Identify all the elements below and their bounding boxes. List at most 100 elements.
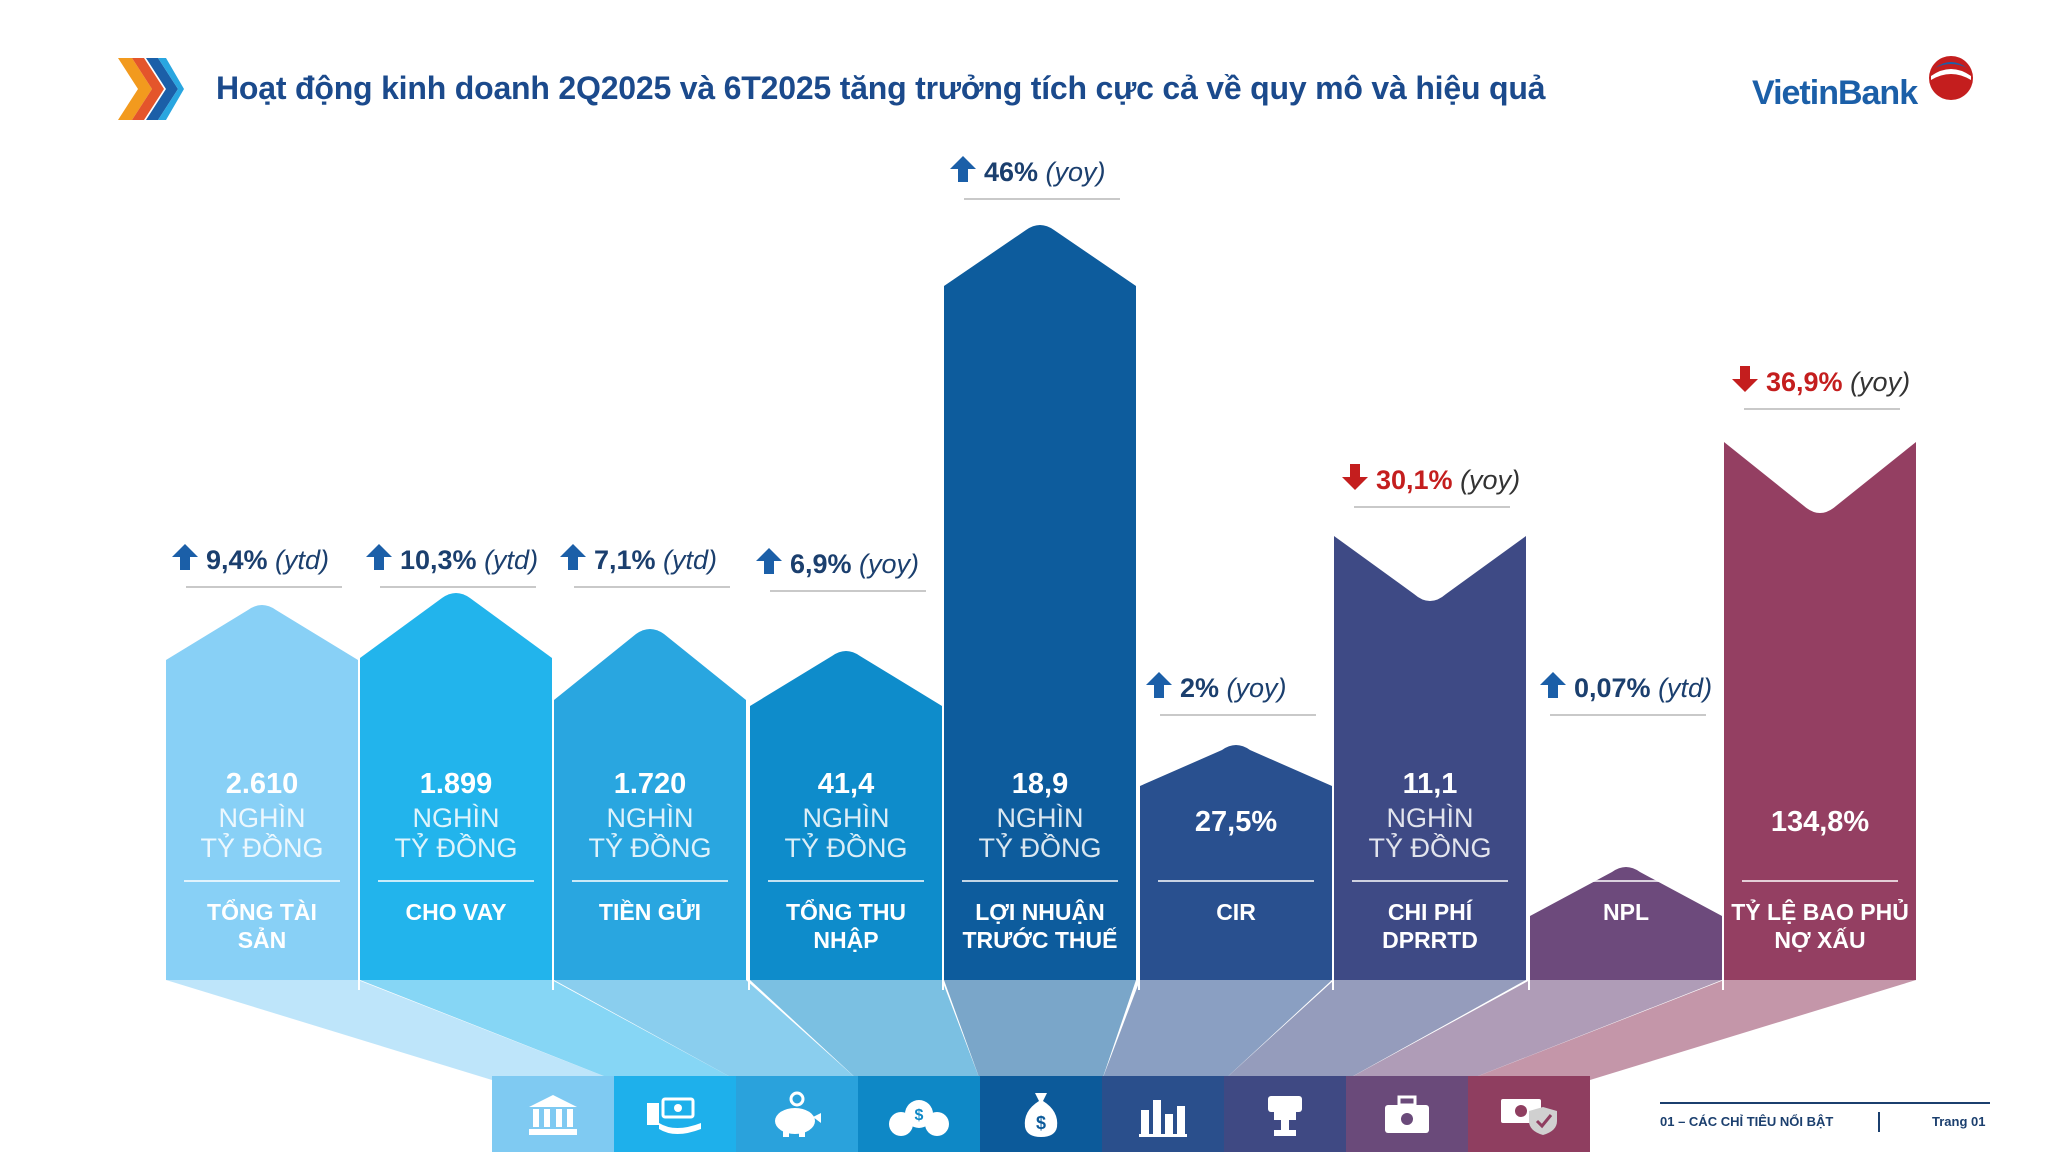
metric-divider [1548,880,1704,882]
growth-label-cir: 2% (yoy) [1144,670,1287,704]
arrow-up-icon [756,548,782,574]
growth-label-tien-gui: 7,1% (ytd) [558,542,717,576]
column-cir [1140,745,1332,980]
column-gap [942,200,944,990]
bank-icon [493,1074,613,1156]
growth-percent: 10,3% [400,545,477,575]
metric-label: LỢI NHUẬN [975,899,1105,925]
arrow-up-icon [1146,672,1172,698]
funnel-segment-cho-vay [360,980,736,1080]
metric-label: TỔNG THU [785,899,907,925]
column-loi-nhuan [944,225,1136,980]
growth-underline [1744,408,1900,410]
metric-unit: TỶ ĐỒNG [784,833,908,863]
funnel-segment-tong-thu-nhap [750,980,980,1080]
logo-mark-icon [1929,56,1973,100]
column-npl [1530,867,1722,980]
metric-unit: TỶ ĐỒNG [1368,833,1492,863]
handshake-money-icon [615,1074,735,1156]
growth-percent: 2% [1180,673,1220,703]
funnel-segment-cir [1102,980,1332,1080]
metric-label: NPL [1603,899,1649,925]
growth-percent: 6,9% [790,549,852,579]
growth-period: (yoy) [1038,157,1106,187]
growth-label-tong-tai-san: 9,4% (ytd) [170,542,329,576]
metric-label: TIỀN GỬI [598,899,702,925]
growth-label-ty-le-bao-phu: 36,9% (yoy) [1730,364,1910,398]
column-tong-thu-nhap [750,651,942,980]
column-gap [1332,200,1334,990]
footer-page: Trang 01 [1932,1114,1986,1129]
page-title: Hoạt động kinh doanh 2Q2025 và 6T2025 tă… [216,70,1546,106]
metric-label: NỢ XẤU [1774,927,1866,953]
metric-unit: NGHÌN [412,803,500,833]
vietinbank-logo: VietinBank [1752,54,2002,124]
chevron-decoration-icon [118,58,184,120]
growth-label-loi-nhuan: 46% (yoy) [948,154,1106,188]
funnel-segment-loi-nhuan [944,980,1136,1080]
metric-divider [962,880,1118,882]
arrow-down-icon [1342,464,1368,490]
logo-text: VietinBank [1752,74,1918,112]
column-gap [552,200,554,990]
metric-unit: NGHÌN [218,803,306,833]
cash-shield-icon [1469,1074,1589,1156]
metric-divider [572,880,728,882]
metric-divider [1352,880,1508,882]
piggy-bank-icon [737,1074,857,1156]
funnel-segment-npl [1346,980,1722,1080]
icon-tile-tong-tai-san [492,1076,614,1152]
growth-underline [964,198,1120,200]
growth-percent: 30,1% [1376,465,1453,495]
briefcase-icon [1347,1074,1467,1156]
growth-label-tong-thu-nhap: 6,9% (yoy) [754,546,919,580]
bar-chart-icon [1103,1074,1223,1156]
metric-label: CHO VAY [405,899,507,925]
money-bags-icon: $ [859,1074,979,1156]
metric-unit: TỶ ĐỒNG [394,833,518,863]
arrow-up-icon [560,544,586,570]
funnel-segment-chi-phi [1224,980,1526,1080]
column-tong-tai-san [166,605,358,980]
svg-text:$: $ [1036,1113,1046,1133]
metric-value: 18,9 [1011,768,1069,800]
metric-label: NHẬP [813,927,879,953]
growth-period: (yoy) [851,549,920,579]
growth-percent: 9,4% [206,545,268,575]
growth-underline [770,590,926,592]
column-gap [1528,200,1530,990]
footer-separator [1878,1112,1880,1132]
column-chi-phi [1334,536,1526,980]
money-sack-icon: $ [981,1074,1101,1156]
trophy-icon [1225,1074,1345,1156]
growth-percent: 46% [984,157,1039,187]
metric-divider [768,880,924,882]
growth-period: (ytd) [267,545,330,575]
metric-value: 1.720 [613,768,687,800]
arrow-down-icon [1732,366,1758,392]
metric-unit: TỶ ĐỒNG [978,833,1102,863]
icon-tile-cir [1102,1076,1224,1152]
growth-label-chi-phi: 30,1% (yoy) [1340,462,1520,496]
metric-value: 41,4 [817,768,875,800]
metric-unit: NGHÌN [802,803,890,833]
column-cho-vay [360,593,552,980]
metric-divider [184,880,340,882]
funnel-segment-ty-le-bao-phu [1468,980,1916,1080]
metric-label: CHI PHÍ [1387,899,1473,925]
growth-underline [1354,506,1510,508]
growth-period: (yoy) [1452,465,1521,495]
growth-underline [186,586,342,588]
growth-percent: 0,07% [1574,673,1651,703]
metric-label: SẢN [237,927,287,953]
metric-divider [1742,880,1898,882]
metric-label: CIR [1216,899,1256,925]
metric-divider [1158,880,1314,882]
growth-label-cho-vay: 10,3% (ytd) [364,542,538,576]
growth-period: (yoy) [1842,367,1911,397]
metric-unit: NGHÌN [996,803,1084,833]
growth-percent: 36,9% [1766,367,1843,397]
column-gap [358,200,360,990]
growth-period: (ytd) [476,545,539,575]
